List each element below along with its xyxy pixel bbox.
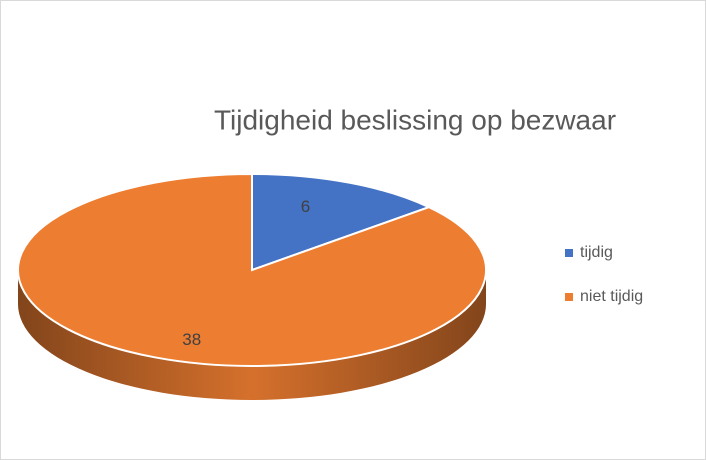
data-label: 6	[301, 197, 310, 216]
legend-label: niet tijdig	[580, 288, 643, 305]
data-label: 38	[182, 330, 201, 349]
slice-side-shade	[18, 270, 486, 400]
legend-label: tijdig	[580, 244, 613, 261]
slice	[251, 172, 432, 272]
chart-title: Tijdigheid beslissing op bezwaar	[214, 104, 616, 135]
slice	[17, 172, 487, 367]
legend-swatch	[565, 249, 573, 257]
legend-swatch	[565, 293, 573, 301]
